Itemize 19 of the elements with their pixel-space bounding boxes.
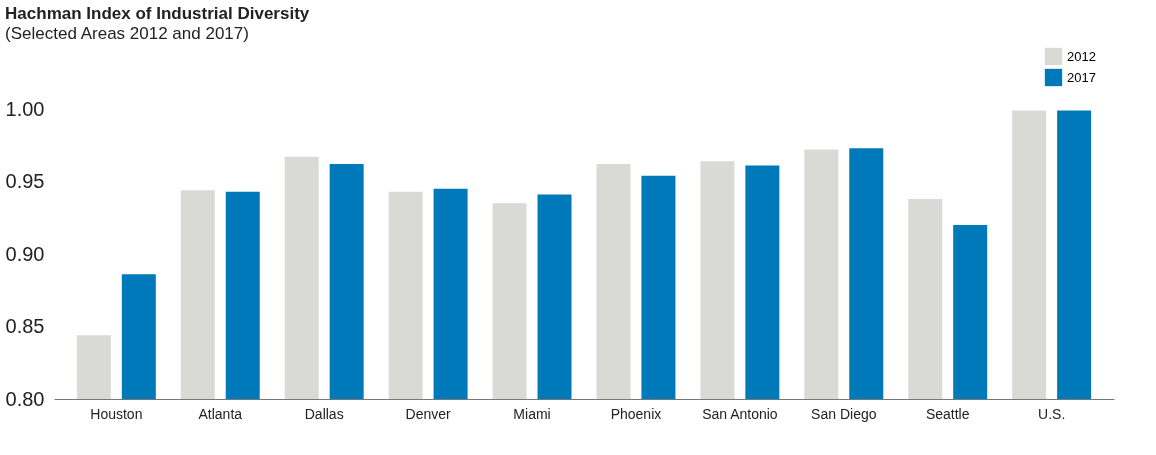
y-tick-label: 0.85 [5,315,45,337]
x-tick-label: Phoenix [610,405,662,422]
legend-label: 2017 [1067,69,1096,85]
x-tick-label: Denver [405,405,452,422]
legend-label: 2012 [1067,48,1096,64]
y-tick-label: 0.90 [5,242,45,265]
y-tick-label: 0.80 [5,387,45,410]
x-tick-label: San Antonio [702,405,778,422]
x-tick-label: Houston [90,405,143,422]
chart-subtitle: (Selected Areas 2012 and 2017) [5,24,249,43]
x-tick-label: U.S. [1038,405,1066,422]
x-tick-label: Seattle [925,405,970,422]
chart-title: Hachman Index of Industrial Diversity [5,4,310,23]
x-tick-label: Dallas [304,405,344,422]
x-tick-label: Miami [513,405,551,422]
y-tick-label: 0.95 [5,170,45,192]
x-tick-label: San Diego [811,405,877,422]
x-tick-label: Atlanta [198,405,243,422]
y-tick-label: 1.00 [5,97,45,120]
